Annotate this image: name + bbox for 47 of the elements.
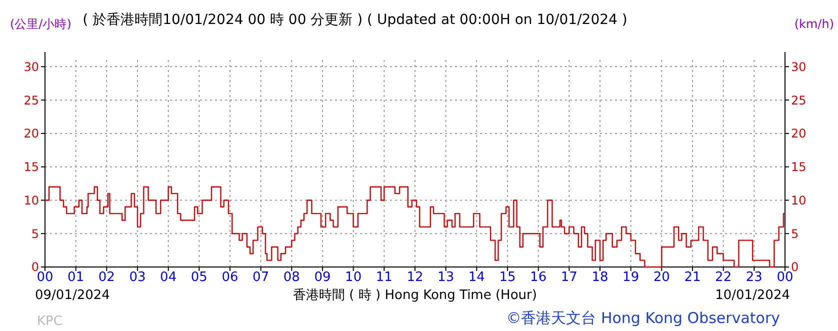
y2-tick-label: 30 — [791, 60, 806, 74]
x-tick-label: 08 — [283, 270, 300, 285]
y2-axis-title: (km/h) — [794, 17, 834, 31]
y-tick-label: 25 — [24, 93, 39, 108]
x-tick-label: 12 — [406, 270, 424, 285]
y-tick-label: 5 — [31, 226, 39, 241]
x-tick-label: 00 — [36, 270, 54, 285]
x-tick-label: 15 — [499, 270, 516, 285]
x-tick-label: 20 — [653, 270, 670, 285]
x-tick-label: 21 — [684, 270, 701, 285]
x-tick-label: 23 — [746, 270, 762, 285]
y-tick-label: 15 — [24, 160, 39, 174]
x-tick-label: 13 — [438, 270, 454, 285]
y-tick-label: 30 — [24, 60, 39, 74]
x-axis-title: 香港時間 ( 時 ) Hong Kong Time (Hour) — [293, 288, 537, 303]
x-tick-label: 19 — [622, 270, 640, 285]
text: ©香港天文台 Hong Kong Observatory — [506, 309, 780, 327]
x-tick-label: 11 — [376, 270, 392, 285]
y2-tick-label: 20 — [791, 126, 806, 141]
y-tick-label: 0 — [31, 260, 39, 274]
x-tick-label: 01 — [68, 270, 84, 285]
text: 10/01/2024 — [715, 288, 790, 303]
x-tick-label: 02 — [98, 270, 115, 285]
x-tick-label: 07 — [252, 270, 270, 285]
x-tick-label: 09 — [314, 270, 331, 285]
x-tick-label: 18 — [592, 270, 608, 285]
x-tick-label: 10 — [345, 270, 362, 285]
y2-tick-label: 15 — [791, 160, 806, 174]
y-axis-title: (公里/小時) — [10, 17, 72, 31]
x-tick-label: 04 — [160, 270, 177, 285]
y2-tick-label: 10 — [791, 193, 806, 208]
text: KPC — [37, 314, 62, 329]
x-tick-label: 14 — [468, 270, 485, 285]
x-tick-label: 05 — [190, 270, 208, 285]
chart-title: ( 於香港時間10/01/2024 00 時 00 分更新 ) ( Updated at 00:00H on 10/01/2024 ) — [82, 12, 628, 28]
y2-tick-label: 25 — [791, 93, 806, 108]
x-tick-label: 00 — [776, 270, 794, 285]
y2-tick-label: 5 — [791, 226, 799, 241]
x-tick-label: 06 — [222, 270, 238, 285]
x-tick-label: 03 — [129, 270, 146, 285]
text: 09/01/2024 — [35, 288, 110, 303]
y-tick-label: 20 — [24, 126, 39, 141]
x-tick-label: 17 — [560, 270, 578, 285]
x-tick-label: 16 — [530, 270, 547, 285]
y2-tick-label: 0 — [791, 260, 799, 274]
x-tick-label: 22 — [715, 270, 732, 285]
y-tick-label: 10 — [24, 193, 39, 208]
